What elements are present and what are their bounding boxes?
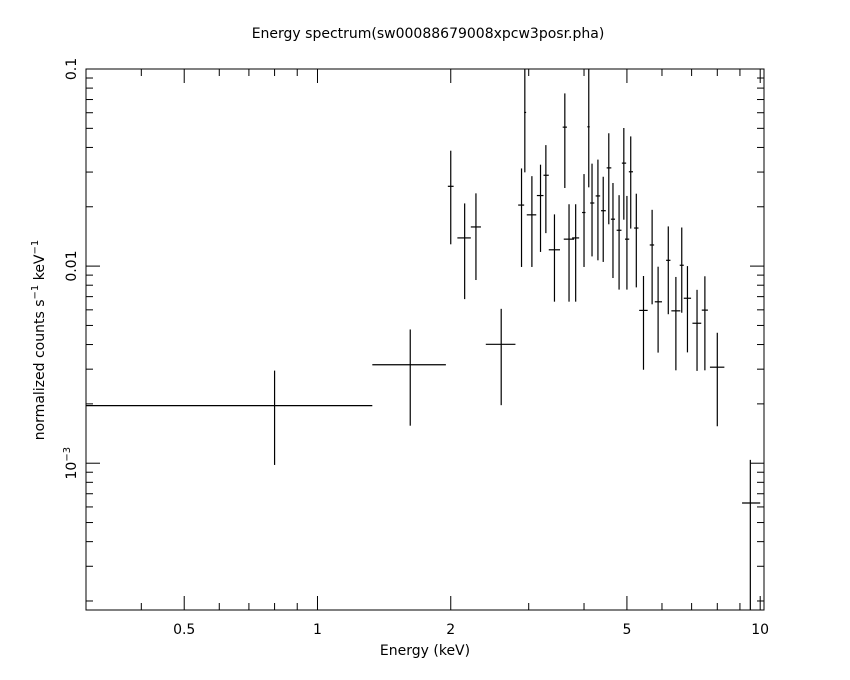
x-tick-label: 10: [751, 622, 769, 638]
data-point: [582, 174, 586, 267]
y-tick-label: 0.01: [64, 251, 80, 282]
data-point: [524, 69, 527, 173]
y-axis: 0.1 0.01 10−3: [62, 58, 764, 602]
y-axis-label-part-2: keV: [32, 254, 48, 285]
data-point: [679, 227, 684, 313]
y-tick-label: 10−3: [62, 447, 80, 480]
data-point: [639, 275, 648, 370]
data-point: [543, 145, 549, 234]
data-point: [587, 69, 590, 188]
data-point: [606, 133, 612, 225]
data-point: [610, 183, 616, 279]
x-tick-label: 5: [622, 622, 631, 638]
data-point: [683, 266, 692, 353]
data-point: [634, 193, 639, 288]
data-point: [548, 214, 560, 302]
data-point: [595, 159, 601, 261]
data-point: [654, 266, 662, 353]
data-point: [470, 193, 481, 281]
y-tick-label: 0.1: [64, 58, 80, 80]
data-point: [562, 93, 567, 189]
data-point: [701, 276, 708, 371]
y-axis-label: normalized counts s−1 keV−1: [30, 240, 48, 441]
data-point: [616, 195, 622, 290]
data-point: [742, 459, 761, 610]
data-point: [572, 204, 580, 302]
data-point: [536, 164, 544, 252]
data-point: [563, 204, 575, 302]
x-axis-label: Energy (keV): [380, 643, 470, 659]
data-point: [590, 163, 595, 257]
data-point: [485, 308, 516, 406]
y-axis-label-part-1: normalized counts s: [32, 299, 48, 440]
x-tick-label: 2: [446, 622, 455, 638]
plot-frame: [85, 68, 765, 611]
data-point: [649, 209, 655, 305]
data-point: [518, 168, 525, 267]
data-point: [692, 289, 702, 371]
data-point: [671, 276, 681, 371]
data-point: [457, 203, 471, 300]
chart-title: Energy spectrum(sw00088679008xpcw3posr.p…: [252, 26, 605, 42]
data-point: [526, 176, 537, 267]
data-point: [372, 329, 446, 426]
data-point: [624, 195, 630, 290]
x-axis: 0.5 1 2 5 10: [85, 69, 769, 638]
data-point: [601, 176, 606, 262]
data-point: [666, 226, 671, 315]
data-point: [447, 150, 454, 245]
data-point: [628, 136, 633, 229]
y-axis-label-exp-2: −1: [30, 240, 41, 255]
x-tick-label: 0.5: [173, 622, 195, 638]
data-point: [86, 370, 373, 465]
data-point: [709, 332, 725, 427]
data-series: [86, 69, 761, 610]
data-point: [621, 127, 627, 220]
x-tick-label: 1: [313, 622, 322, 638]
y-axis-label-exp-1: −1: [30, 285, 41, 300]
